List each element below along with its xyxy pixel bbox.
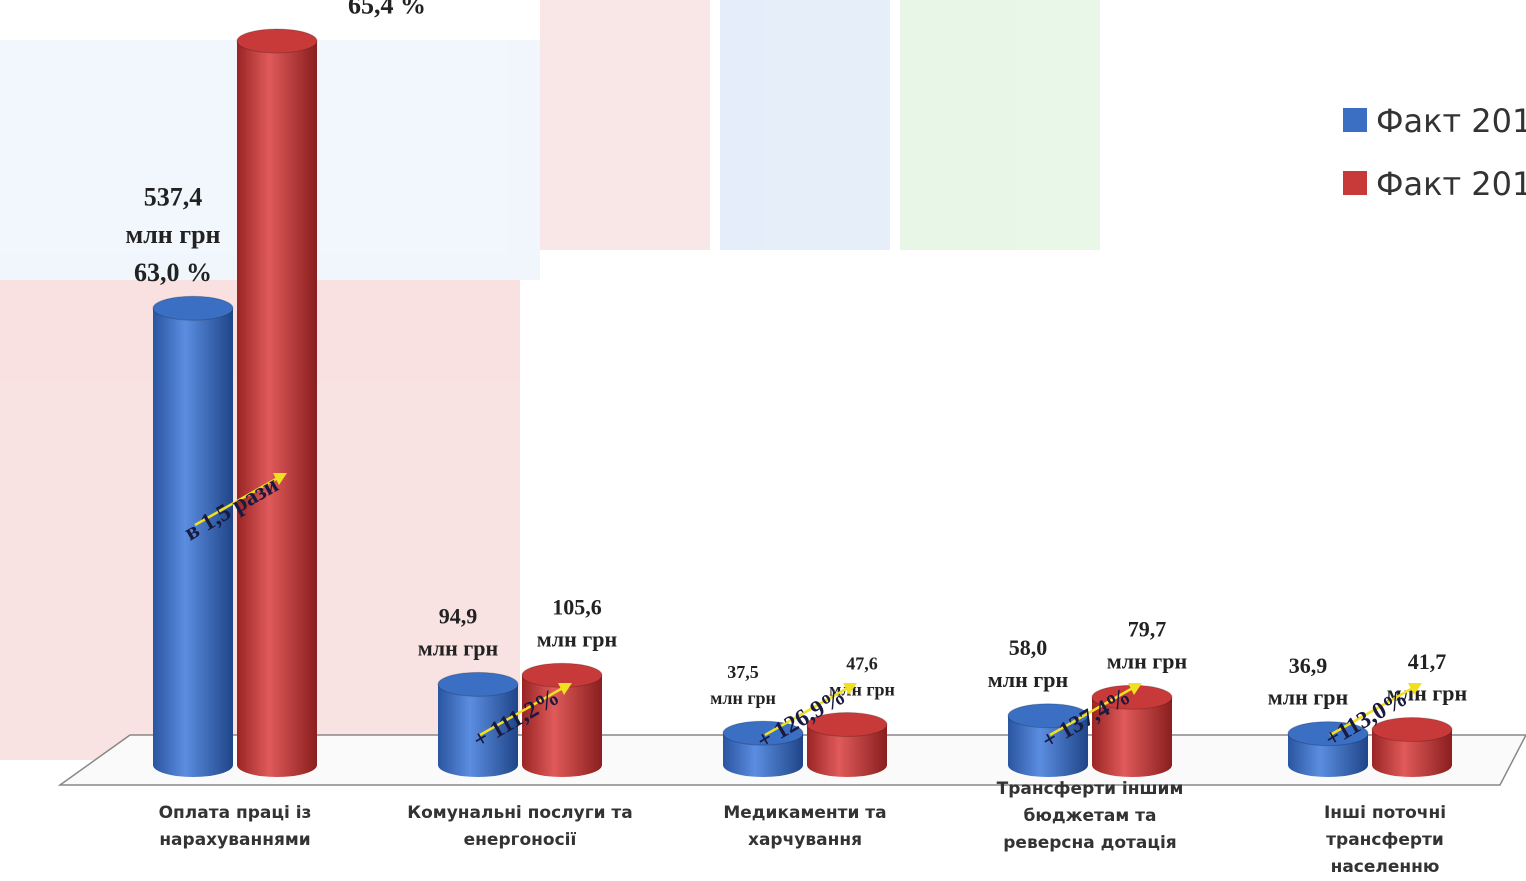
bar-top bbox=[236, 28, 318, 54]
category-label: Інші поточні трансферти населенню bbox=[1323, 803, 1447, 877]
bar-top bbox=[152, 295, 234, 321]
growth-arrow bbox=[479, 683, 569, 737]
bar bbox=[1007, 703, 1089, 777]
unit-label: млн грн bbox=[710, 688, 776, 708]
bar-body bbox=[237, 40, 317, 766]
legend-label: Факт 201 bbox=[1376, 102, 1526, 140]
value-label: 36,9 bbox=[1289, 653, 1328, 678]
share-label: 63,0 % bbox=[134, 258, 212, 287]
growth-arrow bbox=[764, 683, 854, 737]
growth-arrow bbox=[1329, 683, 1419, 737]
bar bbox=[236, 28, 318, 777]
unit-label: млн грн bbox=[125, 220, 220, 249]
share-label: 65,4 % bbox=[348, 0, 426, 20]
legend-swatch bbox=[1343, 108, 1367, 132]
category-label: Трансферти іншим бюджетам та реверсна до… bbox=[996, 779, 1184, 853]
bar bbox=[722, 720, 804, 777]
bar-top bbox=[437, 671, 519, 697]
legend: Факт 201 Факт 201 bbox=[1343, 102, 1526, 203]
growth-arrowhead bbox=[558, 683, 572, 695]
value-label: 94,9 bbox=[439, 604, 478, 629]
category-label: Комунальні послуги та енергоносії bbox=[407, 803, 633, 850]
unit-label: млн грн bbox=[418, 635, 499, 660]
growth-arrowhead bbox=[1128, 683, 1142, 695]
unit-label: млн грн bbox=[1268, 685, 1349, 710]
growth-arrowhead bbox=[1408, 683, 1422, 695]
unit-label: млн грн bbox=[537, 626, 618, 651]
bar-body bbox=[153, 308, 233, 765]
bar-top bbox=[1287, 721, 1369, 747]
bar-body bbox=[438, 684, 518, 765]
growth-arrow bbox=[194, 473, 284, 527]
value-label: 105,6 bbox=[552, 594, 602, 619]
bar bbox=[437, 671, 519, 777]
growth-arrowhead bbox=[843, 683, 857, 695]
bar-top bbox=[1007, 703, 1089, 729]
value-label: 537,4 bbox=[144, 182, 203, 211]
legend-swatch bbox=[1343, 171, 1367, 195]
unit-label: млн грн bbox=[1387, 681, 1468, 706]
bar bbox=[1287, 721, 1369, 777]
value-label: 41,7 bbox=[1408, 649, 1447, 674]
bar-top bbox=[806, 712, 888, 738]
bar bbox=[152, 295, 234, 777]
value-label: 58,0 bbox=[1009, 635, 1048, 660]
value-label: 47,6 bbox=[846, 653, 878, 673]
bar bbox=[1091, 684, 1173, 777]
category-label: Медикаменти та харчування bbox=[723, 803, 887, 850]
value-label: 37,5 bbox=[727, 662, 759, 682]
bar bbox=[806, 712, 888, 777]
bar-top bbox=[722, 720, 804, 746]
value-label: 79,7 bbox=[1128, 616, 1167, 641]
growth-arrow bbox=[1049, 683, 1139, 737]
unit-label: млн грн bbox=[1107, 648, 1188, 673]
growth-arrowhead bbox=[273, 473, 287, 485]
unit-label: млн грн bbox=[988, 667, 1069, 692]
bar-top bbox=[1371, 717, 1453, 743]
legend-label: Факт 201 bbox=[1376, 165, 1526, 203]
bar bbox=[1371, 717, 1453, 777]
category-label: Оплата праці із нарахуваннями bbox=[158, 803, 312, 850]
